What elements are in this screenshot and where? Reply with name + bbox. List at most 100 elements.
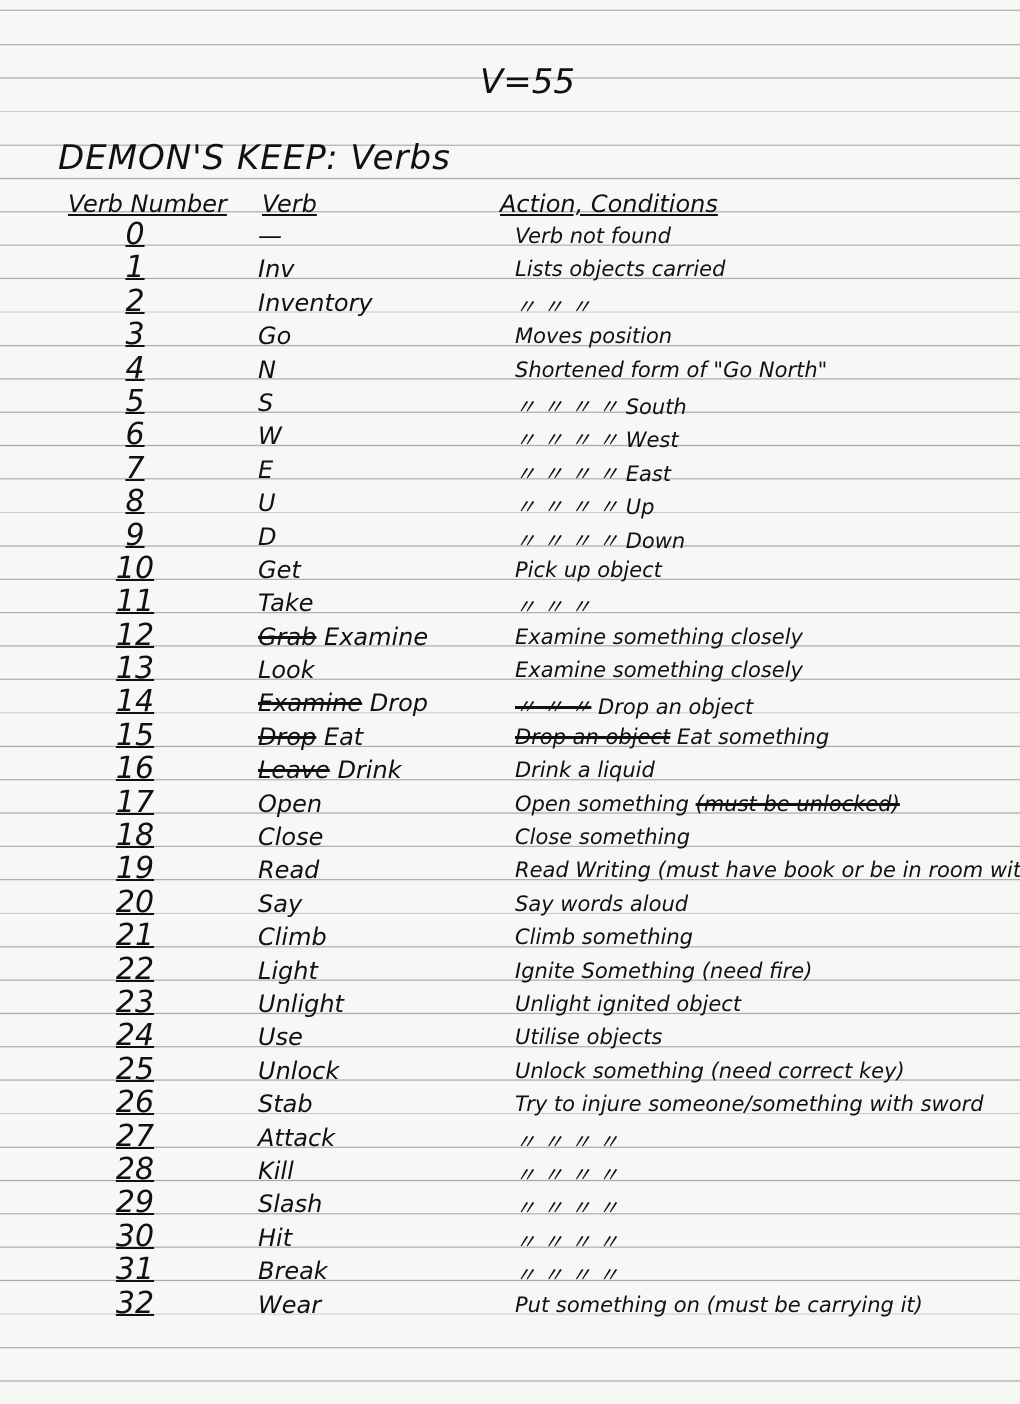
table-row: 6 W 〃 〃 〃 〃 West — [0, 418, 1020, 453]
action-text: Read Writing (must have book or be in ro… — [515, 858, 1020, 883]
action-text: Climb something — [515, 925, 693, 950]
verb-number: 16 — [115, 751, 155, 787]
action-cell: 〃 〃 〃 〃 Down — [515, 525, 685, 555]
action-text: 〃 〃 〃 — [515, 595, 592, 620]
verb-text: S — [258, 388, 274, 417]
verb-number: 18 — [115, 818, 155, 854]
table-row: 20 Say Say words aloud — [0, 886, 1020, 919]
verb-number: 5 — [125, 383, 145, 419]
verb-text: Close — [258, 823, 324, 852]
verb-cell: Grab Examine — [258, 623, 428, 651]
verb-number: 13 — [115, 651, 155, 687]
verb-cell: Leave Drink — [258, 756, 402, 784]
action-text: Say words aloud — [515, 891, 689, 916]
verb-number: 24 — [115, 1018, 155, 1054]
action-cell: 〃 〃 〃 — [515, 591, 591, 621]
verb-number: 21 — [115, 918, 155, 954]
action-cell: Say words aloud — [515, 892, 688, 916]
verb-number: 1 — [125, 250, 145, 286]
table-row: 30 Hit 〃 〃 〃 〃 — [0, 1220, 1020, 1256]
table-row: 31 Break 〃 〃 〃 〃 — [0, 1253, 1020, 1287]
verb-cell: — — [258, 222, 282, 250]
struck-verb: Examine — [258, 689, 363, 718]
verb-number: 32 — [115, 1285, 155, 1321]
verb-cell: N — [258, 356, 276, 384]
action-text: 〃 〃 〃 〃 Up — [515, 495, 655, 520]
action-cell: Climb something — [515, 925, 693, 949]
verb-text: Wear — [258, 1290, 322, 1319]
verb-number: 7 — [125, 450, 145, 486]
verb-text: U — [258, 489, 276, 518]
action-cell: 〃 〃 〃 〃 — [515, 1159, 619, 1189]
struck-verb: Grab — [258, 622, 317, 651]
table-row: 16 Leave Drink Drink a liquid — [0, 752, 1020, 785]
verb-cell: Take — [258, 589, 314, 617]
table-row: 22 Light Ignite Something (need fire) — [0, 953, 1020, 986]
table-row: 28 Kill 〃 〃 〃 〃 — [0, 1153, 1020, 1189]
table-row: 3 Go Moves position — [0, 318, 1020, 351]
verb-cell: Open — [258, 790, 322, 818]
table-row: 24 Use Utilise objects — [0, 1019, 1020, 1052]
action-text: Examine something closely — [515, 658, 803, 683]
verb-count: V=55 — [480, 62, 576, 102]
verb-text: Kill — [258, 1156, 294, 1185]
action-cell: Examine something closely — [515, 625, 803, 649]
verb-text: D — [258, 522, 277, 551]
table-row: 21 Climb Climb something — [0, 919, 1020, 952]
action-cell: Put something on (must be carrying it) — [515, 1293, 923, 1317]
action-text: 〃 〃 〃 〃 West — [515, 428, 679, 453]
verb-text: N — [258, 355, 276, 384]
verb-text: Drop — [369, 689, 429, 718]
action-cell: Ignite Something (need fire) — [515, 959, 812, 983]
action-text: Open something — [515, 791, 689, 816]
table-row: 5 S 〃 〃 〃 〃 South — [0, 383, 1020, 419]
verb-number: 20 — [115, 884, 155, 920]
verb-cell: Read — [258, 856, 319, 884]
action-text: Unlight ignited object — [515, 991, 742, 1016]
verb-number: 0 — [125, 217, 145, 252]
verb-cell: Unlight — [258, 990, 344, 1018]
action-cell: 〃 〃 〃 Drop an object — [515, 691, 753, 721]
table-row: 23 Unlight Unlight ignited object — [0, 986, 1020, 1019]
action-cell: Unlight ignited object — [515, 992, 741, 1016]
action-text: Ignite Something (need fire) — [515, 958, 813, 983]
verb-cell: W — [258, 422, 282, 450]
verb-number: 29 — [115, 1185, 155, 1221]
verb-cell: Kill — [258, 1157, 294, 1185]
action-text: Eat something — [676, 724, 830, 749]
action-cell: Examine something closely — [515, 658, 803, 682]
verb-cell: Light — [258, 957, 318, 985]
action-cell: Open something (must be unlocked) — [515, 792, 900, 816]
verb-text: — — [258, 222, 282, 250]
verb-text: Open — [258, 789, 323, 818]
struck-action: (must be unlocked) — [695, 791, 900, 816]
table-row: 27 Attack 〃 〃 〃 〃 — [0, 1120, 1020, 1156]
verb-cell: Wear — [258, 1291, 321, 1319]
column-header-verb: Verb — [262, 190, 317, 218]
struck-verb: Leave — [258, 756, 330, 785]
verb-cell: Get — [258, 556, 301, 584]
action-text: Drop an object — [598, 695, 754, 720]
action-cell: Pick up object — [515, 558, 662, 582]
action-text: 〃 〃 〃 〃 — [515, 1162, 620, 1187]
action-text: Try to injure someone/something with swo… — [515, 1092, 984, 1117]
verb-cell: Attack — [258, 1124, 335, 1152]
action-cell: Drink a liquid — [515, 758, 655, 782]
verb-text: W — [258, 422, 282, 451]
verb-number: 25 — [115, 1051, 155, 1087]
verb-cell: Use — [258, 1023, 303, 1051]
table-row: 4 N Shortened form of "Go North" — [0, 352, 1020, 385]
action-cell: 〃 〃 〃 〃 — [515, 1226, 619, 1256]
table-row: 9 D 〃 〃 〃 〃 Down — [0, 517, 1020, 555]
action-text: Examine something closely — [515, 624, 803, 649]
action-cell: Lists objects carried — [515, 257, 725, 281]
verb-text: Inv — [258, 255, 295, 284]
verb-cell: S — [258, 389, 273, 417]
action-cell: 〃 〃 〃 〃 — [515, 1126, 619, 1156]
verb-table: 0 — Verb not found 1 Inv Lists objects carrie… — [0, 218, 1020, 1320]
table-row: 2 Inventory 〃 〃 〃 — [0, 285, 1020, 319]
verb-number: 9 — [125, 517, 145, 553]
verb-text: Take — [258, 589, 314, 618]
action-text: Drink a liquid — [515, 758, 655, 783]
action-cell: Unlock something (need correct key) — [515, 1059, 905, 1083]
